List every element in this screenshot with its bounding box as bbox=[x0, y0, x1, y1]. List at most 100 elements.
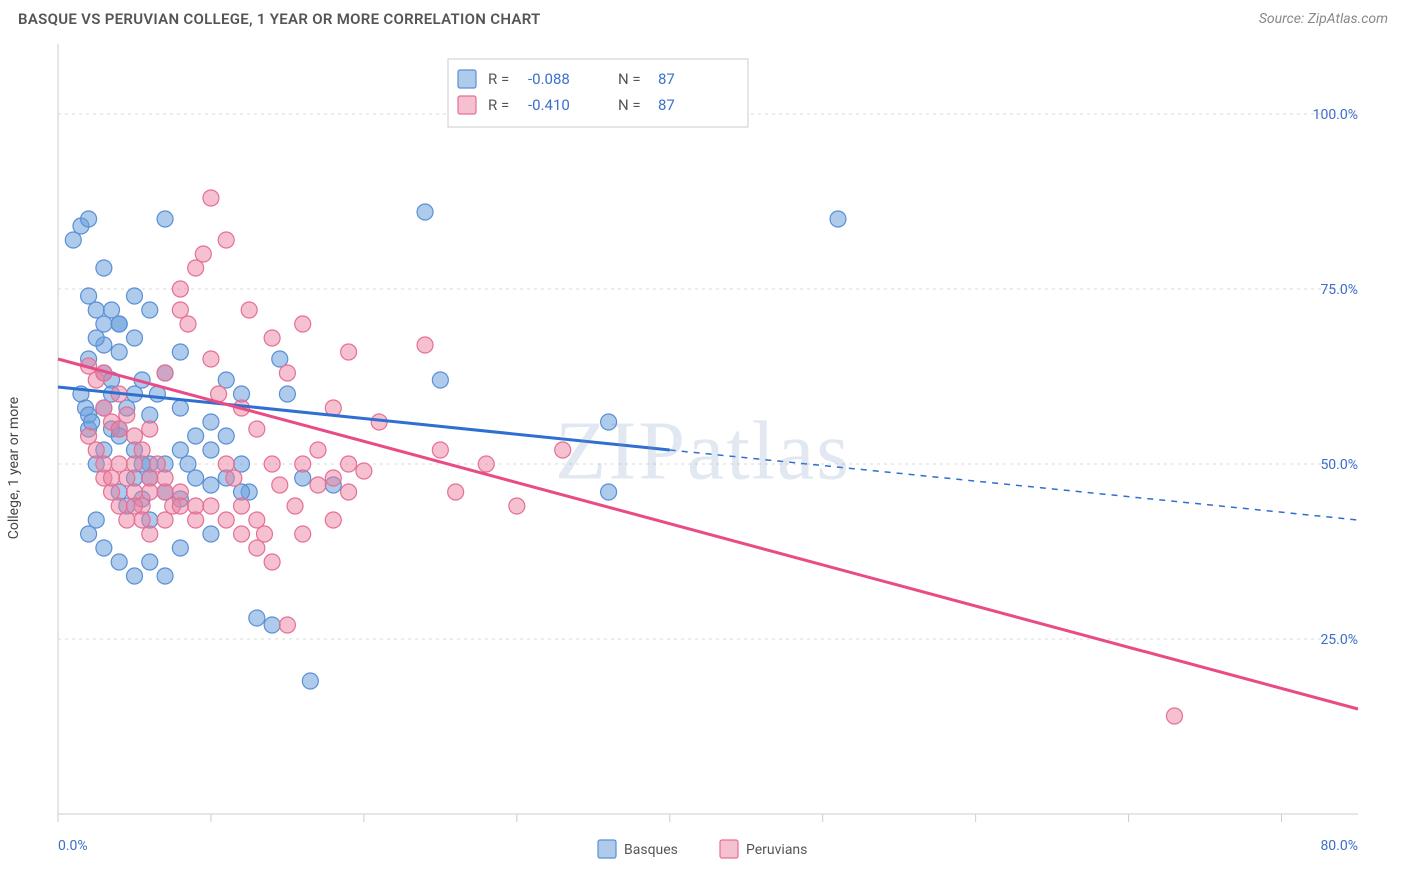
data-point bbox=[341, 456, 357, 472]
data-point bbox=[111, 316, 127, 332]
data-point bbox=[96, 260, 112, 276]
data-point bbox=[432, 372, 448, 388]
trend-line bbox=[58, 359, 1358, 709]
data-point bbox=[172, 281, 188, 297]
chart-area: College, 1 year or more 25.0%50.0%75.0%1… bbox=[18, 44, 1388, 892]
data-point bbox=[65, 232, 81, 248]
data-point bbox=[218, 372, 234, 388]
data-point bbox=[111, 344, 127, 360]
data-point bbox=[310, 442, 326, 458]
data-point bbox=[478, 456, 494, 472]
data-point bbox=[448, 484, 464, 500]
data-point bbox=[96, 316, 112, 332]
data-point bbox=[142, 554, 158, 570]
n-value: 87 bbox=[658, 70, 675, 88]
data-point bbox=[325, 512, 341, 528]
data-point bbox=[126, 498, 142, 514]
data-point bbox=[188, 512, 204, 528]
y-tick-label: 75.0% bbox=[1320, 282, 1358, 298]
data-point bbox=[172, 400, 188, 416]
data-point bbox=[272, 477, 288, 493]
data-point bbox=[264, 554, 280, 570]
data-point bbox=[88, 302, 104, 318]
data-point bbox=[119, 407, 135, 423]
data-point bbox=[432, 442, 448, 458]
n-value: 87 bbox=[658, 96, 675, 114]
data-point bbox=[96, 456, 112, 472]
data-point bbox=[249, 421, 265, 437]
svg-text:N =: N = bbox=[618, 96, 641, 114]
data-point bbox=[234, 526, 250, 542]
chart-header: BASQUE VS PERUVIAN COLLEGE, 1 YEAR OR MO… bbox=[0, 0, 1406, 34]
y-tick-label: 25.0% bbox=[1320, 632, 1358, 648]
chart-title: BASQUE VS PERUVIAN COLLEGE, 1 YEAR OR MO… bbox=[18, 10, 541, 28]
data-point bbox=[226, 470, 242, 486]
data-point bbox=[264, 330, 280, 346]
data-point bbox=[218, 428, 234, 444]
data-point bbox=[272, 351, 288, 367]
data-point bbox=[180, 316, 196, 332]
legend-label: Peruvians bbox=[746, 842, 807, 858]
data-point bbox=[84, 414, 100, 430]
data-point bbox=[81, 428, 97, 444]
data-point bbox=[172, 540, 188, 556]
data-point bbox=[218, 232, 234, 248]
data-point bbox=[111, 498, 127, 514]
data-point bbox=[96, 400, 112, 416]
data-point bbox=[264, 617, 280, 633]
data-point bbox=[119, 512, 135, 528]
data-point bbox=[555, 442, 571, 458]
data-point bbox=[310, 477, 326, 493]
data-point bbox=[203, 190, 219, 206]
data-point bbox=[241, 302, 257, 318]
data-point bbox=[180, 456, 196, 472]
data-point bbox=[218, 456, 234, 472]
data-point bbox=[104, 302, 120, 318]
data-point bbox=[188, 260, 204, 276]
svg-text:R =: R = bbox=[488, 70, 509, 88]
data-point bbox=[256, 526, 272, 542]
data-point bbox=[203, 442, 219, 458]
legend-swatch bbox=[720, 840, 738, 858]
data-point bbox=[356, 463, 372, 479]
data-point bbox=[417, 337, 433, 353]
data-point bbox=[234, 498, 250, 514]
data-point bbox=[111, 554, 127, 570]
data-point bbox=[172, 442, 188, 458]
data-point bbox=[295, 526, 311, 542]
data-point bbox=[417, 204, 433, 220]
data-point bbox=[203, 351, 219, 367]
data-point bbox=[88, 330, 104, 346]
data-point bbox=[104, 470, 120, 486]
data-point bbox=[249, 540, 265, 556]
data-point bbox=[126, 288, 142, 304]
data-point bbox=[126, 568, 142, 584]
data-point bbox=[111, 421, 127, 437]
data-point bbox=[157, 512, 173, 528]
r-value: -0.410 bbox=[528, 96, 570, 114]
data-point bbox=[830, 211, 846, 227]
data-point bbox=[341, 344, 357, 360]
data-point bbox=[249, 512, 265, 528]
data-point bbox=[172, 344, 188, 360]
data-point bbox=[172, 302, 188, 318]
data-point bbox=[157, 365, 173, 381]
data-point bbox=[287, 498, 303, 514]
data-point bbox=[279, 617, 295, 633]
data-point bbox=[88, 512, 104, 528]
data-point bbox=[264, 456, 280, 472]
data-point bbox=[126, 456, 142, 472]
r-value: -0.088 bbox=[528, 70, 570, 88]
y-tick-label: 100.0% bbox=[1313, 107, 1358, 123]
data-point bbox=[157, 568, 173, 584]
data-point bbox=[126, 428, 142, 444]
y-tick-label: 50.0% bbox=[1320, 457, 1358, 473]
data-point bbox=[601, 484, 617, 500]
data-point bbox=[295, 456, 311, 472]
data-point bbox=[172, 498, 188, 514]
data-point bbox=[1166, 708, 1182, 724]
data-point bbox=[279, 386, 295, 402]
data-point bbox=[295, 316, 311, 332]
data-point bbox=[279, 365, 295, 381]
data-point bbox=[325, 470, 341, 486]
